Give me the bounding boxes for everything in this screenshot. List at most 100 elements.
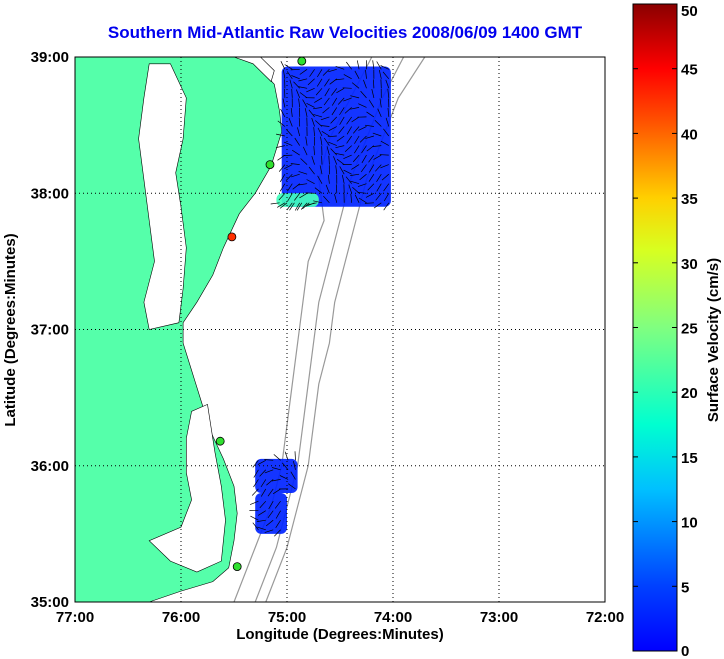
velocity-arrow: [313, 114, 323, 118]
velocity-arrow: [379, 98, 382, 108]
chesapeake-bay: [138, 63, 187, 330]
velocity-arrow: [368, 164, 375, 173]
velocity-arrow: [299, 92, 308, 99]
velocity-arrow: [330, 148, 338, 156]
velocity-arrow: [320, 116, 330, 121]
velocity-arrow: [336, 135, 345, 142]
velocity-arrow: [354, 145, 360, 154]
velocity-arrow: [321, 131, 330, 137]
velocity-arrow: [279, 475, 289, 480]
velocity-arrow: [270, 202, 280, 205]
y-tick-label: 37:00: [31, 322, 69, 339]
velocity-arrow: [278, 193, 286, 201]
velocity-arrow: [359, 173, 367, 181]
velocity-arrow: [373, 202, 382, 209]
velocity-arrow: [249, 500, 259, 505]
velocity-arrow: [275, 510, 281, 519]
velocity-arrow: [352, 154, 360, 163]
velocity-arrow: [274, 500, 281, 509]
velocity-arrow: [374, 119, 382, 127]
velocity-arrow: [380, 65, 389, 70]
colorbar-tick-label: 20: [681, 385, 698, 402]
radar-site-marker: [215, 436, 225, 446]
x-axis-label: Longitude (Degrees:Minutes): [236, 626, 444, 643]
velocity-arrow: [319, 165, 323, 175]
y-tick-label: 39:00: [31, 49, 69, 66]
y-tick-label: 35:00: [31, 594, 69, 611]
colorbar: [632, 3, 678, 652]
velocity-arrow: [298, 117, 301, 127]
velocity-arrow: [290, 107, 293, 117]
velocity-arrow: [294, 202, 301, 211]
velocity-arrow: [327, 135, 337, 138]
velocity-arrow: [368, 99, 375, 108]
velocity-arrow: [346, 61, 352, 70]
velocity-arrow: [350, 193, 353, 203]
velocity-arrow: [344, 145, 352, 152]
velocity-arrow: [284, 64, 293, 70]
velocity-arrow: [380, 140, 389, 146]
radar-site-marker: [232, 562, 242, 571]
velocity-arrow: [335, 78, 345, 81]
velocity-arrow: [284, 164, 293, 170]
velocity-arrow: [305, 136, 308, 146]
velocity-arrow: [317, 69, 323, 78]
velocity-arrow: [284, 451, 289, 461]
y-tick-label: 36:00: [31, 458, 69, 475]
velocity-arrow: [268, 501, 274, 510]
velocity-arrow: [376, 183, 382, 192]
velocity-arrow: [336, 158, 345, 165]
velocity-arrow: [322, 107, 330, 114]
velocity-arrow: [378, 69, 382, 79]
colorbar-tick-label: 45: [681, 62, 698, 79]
velocity-arrow: [382, 71, 390, 80]
grid-lines: [75, 57, 605, 602]
velocity-arrow: [313, 107, 323, 110]
velocity-arrow: [300, 158, 308, 165]
velocity-arrow: [358, 126, 367, 131]
velocity-arrow: [279, 202, 288, 209]
radar-site-marker: [265, 160, 275, 170]
velocity-arrow: [302, 99, 308, 108]
velocity-arrow: [337, 97, 345, 105]
velocity-arrow: [309, 69, 315, 77]
velocity-vectors: [249, 60, 390, 537]
velocity-arrow: [296, 202, 303, 211]
velocity-arrow: [335, 65, 345, 70]
velocity-arrow: [360, 164, 367, 173]
velocity-arrow: [335, 152, 345, 156]
velocity-arrow: [346, 126, 353, 135]
velocity-arrow: [346, 116, 352, 125]
velocity-arrow: [290, 68, 300, 71]
velocity-arrow: [387, 107, 390, 117]
velocity-arrow: [278, 164, 286, 172]
velocity-arrow: [365, 135, 375, 139]
velocity-arrow: [294, 137, 300, 146]
velocity-arrow: [375, 193, 382, 201]
velocity-arrow: [265, 519, 274, 527]
radar-site-marker: [297, 56, 307, 66]
velocity-arrow: [267, 510, 274, 519]
velocity-arrow: [335, 145, 345, 149]
velocity-arrow: [299, 192, 308, 199]
velocity-arrow: [343, 97, 352, 102]
velocity-arrow: [307, 202, 317, 206]
velocity-patches: [255, 66, 391, 534]
velocity-arrow: [341, 174, 345, 184]
velocity-arrow: [367, 183, 375, 191]
velocity-arrow: [356, 60, 360, 70]
colorbar-tick-label: 0: [681, 643, 689, 659]
velocity-arrow: [315, 88, 323, 96]
x-tick-label: 74:00: [374, 609, 412, 626]
velocity-arrow: [376, 174, 382, 182]
velocity-arrow: [345, 176, 352, 184]
velocity-arrow: [339, 107, 345, 116]
velocity-arrow: [358, 103, 367, 108]
velocity-arrow: [311, 155, 315, 165]
velocity-arrow: [257, 526, 266, 531]
velocity-arrow: [300, 202, 308, 210]
velocity-arrow: [297, 127, 301, 137]
radar-sites: [215, 56, 307, 571]
velocity-arrow: [339, 116, 345, 125]
velocity-arrow: [253, 479, 259, 488]
